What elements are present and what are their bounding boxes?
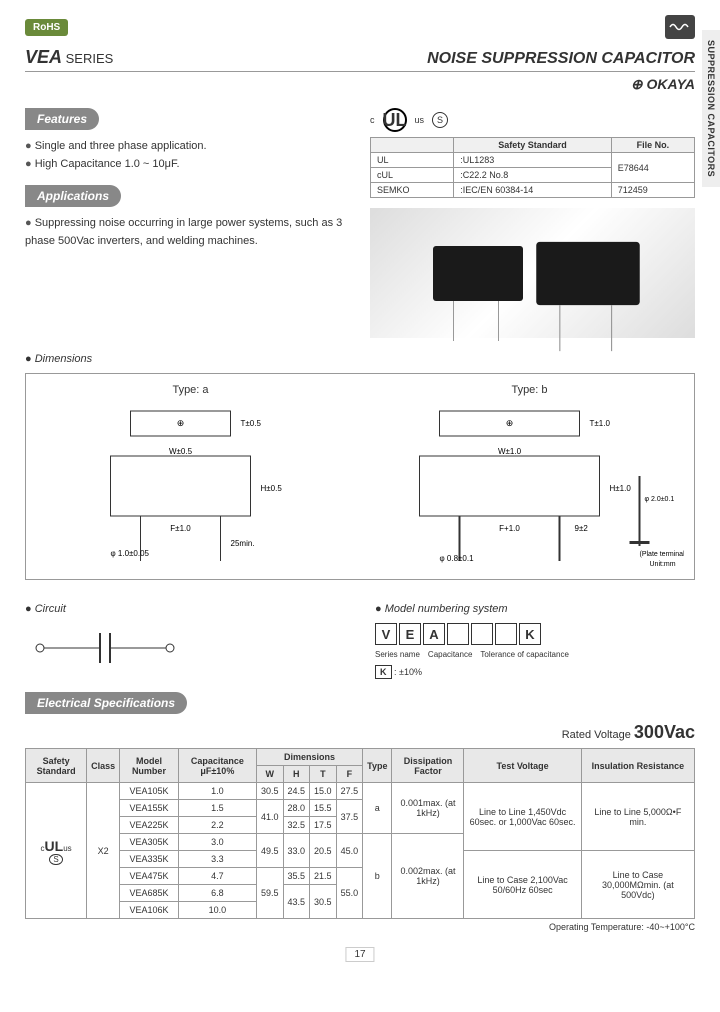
features-heading: Features bbox=[25, 108, 99, 130]
series-name: VEA SERIES bbox=[25, 47, 113, 68]
svg-text:F±1.0: F±1.0 bbox=[170, 524, 191, 533]
s-mark-icon: S bbox=[432, 112, 448, 128]
ul-logo-icon: UL bbox=[383, 108, 407, 132]
svg-text:W±1.0: W±1.0 bbox=[498, 447, 522, 456]
electrical-heading: Electrical Specifications bbox=[25, 692, 187, 714]
model-labels: Series name Capacitance Tolerance of cap… bbox=[375, 650, 695, 659]
product-photo bbox=[370, 208, 695, 338]
svg-text:T±1.0: T±1.0 bbox=[590, 419, 611, 428]
product-title: NOISE SUPPRESSION CAPACITOR bbox=[427, 50, 695, 68]
circuit-diagram bbox=[25, 623, 205, 673]
model-number-boxes: V E A K bbox=[375, 623, 695, 645]
svg-text:(Plate terminal): (Plate terminal) bbox=[640, 551, 685, 558]
rohs-badge: RoHS bbox=[25, 19, 68, 36]
operating-temp-note: Operating Temperature: -40~+100°C bbox=[25, 922, 695, 932]
side-category-tab: SUPPRESSION CAPACITORS bbox=[702, 30, 720, 187]
electrical-spec-table: Safety Standard Class Model Number Capac… bbox=[25, 748, 695, 919]
dimensions-heading: Dimensions bbox=[25, 353, 695, 365]
applications-list: Suppressing noise occurring in large pow… bbox=[25, 215, 350, 250]
cert-logos: cULus S bbox=[370, 108, 695, 132]
tolerance-note: K K : ±10%: ±10% bbox=[375, 667, 695, 677]
svg-text:H±0.5: H±0.5 bbox=[261, 484, 283, 493]
svg-text:H±1.0: H±1.0 bbox=[610, 484, 632, 493]
model-numbering-heading: Model numbering system bbox=[375, 603, 695, 615]
features-list: Single and three phase application. High… bbox=[25, 138, 350, 173]
svg-text:F+1.0: F+1.0 bbox=[499, 524, 520, 533]
svg-text:φ 1.0±0.05: φ 1.0±0.05 bbox=[111, 549, 150, 558]
svg-text:φ 0.8±0.1: φ 0.8±0.1 bbox=[440, 554, 475, 563]
svg-text:⊕: ⊕ bbox=[506, 418, 514, 428]
dimensions-diagram: Type: a ⊕ T±0.5 W±0.5 H±0.5 F±1.0 φ 1.0±… bbox=[25, 373, 695, 580]
rated-voltage: Rated Voltage 300Vac bbox=[25, 722, 695, 743]
safety-standard-table: Safety StandardFile No. UL:UL1283E78644 … bbox=[370, 137, 695, 198]
svg-text:T±0.5: T±0.5 bbox=[241, 419, 262, 428]
svg-text:Unit:mm: Unit:mm bbox=[650, 561, 676, 566]
page-number: 17 bbox=[345, 947, 374, 962]
svg-text:φ 2.0±0.1: φ 2.0±0.1 bbox=[645, 496, 675, 503]
svg-text:25min.: 25min. bbox=[231, 539, 255, 548]
svg-text:⊕: ⊕ bbox=[177, 418, 185, 428]
svg-text:W±0.5: W±0.5 bbox=[169, 447, 193, 456]
circuit-heading: Circuit bbox=[25, 603, 345, 615]
brand-name: ⊕ OKAYA bbox=[25, 76, 695, 93]
svg-text:9±2: 9±2 bbox=[575, 524, 589, 533]
waveform-icon bbox=[665, 15, 695, 39]
applications-heading: Applications bbox=[25, 185, 121, 207]
